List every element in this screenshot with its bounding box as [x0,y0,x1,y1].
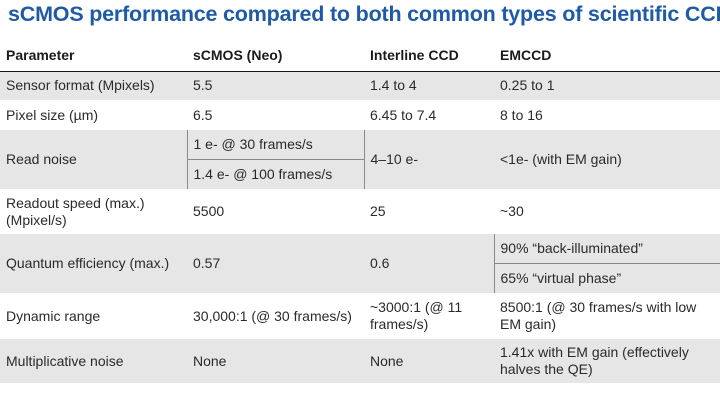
cell-value: 0.25 to 1 [494,70,720,101]
cell-value: 30,000:1 (@ 30 frames/s) [187,293,364,339]
table-row: Read noise 1 e- @ 30 frames/s 4–10 e- <1… [0,129,720,190]
table-row: Readout speed (max.) (Mpixel/s) 5500 25 … [0,189,720,234]
cell-value: 1 e- @ 30 frames/s [186,129,365,160]
header-rule [0,71,720,72]
cell-value: ~3000:1 (@ 11 frames/s) [364,293,494,339]
table-header-row: Parameter sCMOS (Neo) Interline CCD EMCC… [0,40,720,71]
header-emccd: EMCCD [494,40,720,71]
row-label: Sensor format (Mpixels) [0,70,187,101]
cell-value: None [187,338,364,384]
cell-value: 0.57 [187,233,364,294]
cell-value: None [364,338,494,384]
cell-value: 0.6 [364,233,494,294]
cell-value: 8500:1 (@ 30 frames/s with low EM gain) [494,293,720,339]
cell-value: 25 [364,189,494,234]
row-label: Pixel size (µm) [0,100,187,130]
row-label: Dynamic range [0,293,187,339]
cell-value: 8 to 16 [494,100,720,130]
cell-value: 1.4 to 4 [364,70,494,101]
row-label: Quantum efficiency (max.) [0,233,187,294]
header-scmos: sCMOS (Neo) [187,40,364,71]
cell-value: 6.5 [187,100,364,130]
cell-value: 65% “virtual phase” [493,263,720,294]
table-row: Quantum efficiency (max.) 0.57 0.6 90% “… [0,233,720,294]
table-row: Pixel size (µm) 6.5 6.45 to 7.4 8 to 16 [0,100,720,130]
table-row: 65% “virtual phase” [0,263,720,294]
cell-value: 1.41x with EM gain (effectively halves t… [494,338,720,384]
table-row: Dynamic range 30,000:1 (@ 30 frames/s) ~… [0,293,720,339]
row-label: Multiplicative noise [0,338,187,384]
row-label: Readout speed (max.) (Mpixel/s) [0,189,187,234]
cell-value: 5.5 [187,70,364,101]
comparison-table: Parameter sCMOS (Neo) Interline CCD EMCC… [0,40,720,384]
cell-value: 90% “back-illuminated” [493,233,720,264]
table-row: Sensor format (Mpixels) 5.5 1.4 to 4 0.2… [0,70,720,101]
cell-value: ~30 [494,189,720,234]
table-row: Multiplicative noise None None 1.41x wit… [0,338,720,384]
page-title: sCMOS performance compared to both commo… [8,2,720,26]
row-label: Read noise [0,129,187,190]
table-row: 1.4 e- @ 100 frames/s [0,159,720,190]
header-parameter: Parameter [0,40,187,71]
cell-value: 1.4 e- @ 100 frames/s [186,159,365,190]
cell-value: 5500 [187,189,364,234]
cell-value: 6.45 to 7.4 [364,100,494,130]
header-interline: Interline CCD [364,40,494,71]
cell-value: <1e- (with EM gain) [494,129,720,190]
cell-value: 4–10 e- [364,129,494,190]
